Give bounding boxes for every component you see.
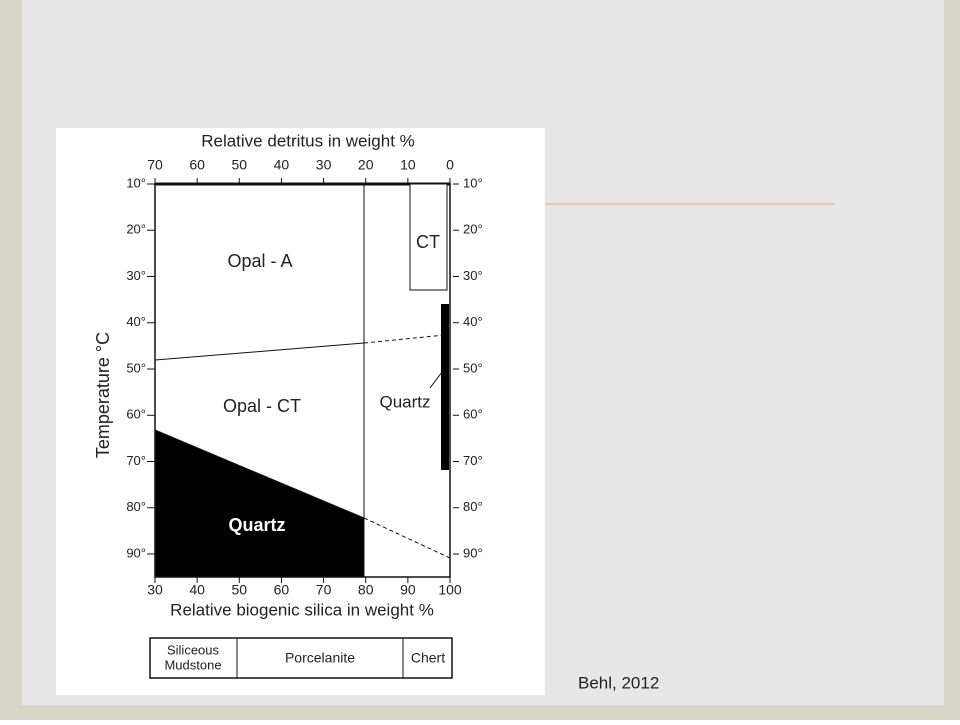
temperature-label: 90° xyxy=(463,545,483,560)
bottom-tick-label: 30 xyxy=(147,582,163,598)
top-tick-label: 20 xyxy=(358,157,374,173)
bottom-tick-label: 80 xyxy=(358,582,374,598)
ct-box xyxy=(409,183,448,291)
top-tick-label: 50 xyxy=(231,157,247,173)
leader-line xyxy=(429,371,443,389)
temperature-label: 80° xyxy=(463,499,483,514)
facies-label: Chert xyxy=(411,650,445,666)
temperature-label: 30° xyxy=(463,268,483,283)
region-label: Opal - A xyxy=(227,251,292,271)
top-tick-label: 0 xyxy=(446,157,454,173)
bottom-tick-label: 60 xyxy=(274,582,290,598)
temperature-label: 40° xyxy=(463,314,483,329)
top-tick-label: 60 xyxy=(189,157,205,173)
facies-label: Mudstone xyxy=(164,657,221,672)
bottom-tick-label: 70 xyxy=(316,582,332,598)
region-label: Opal - CT xyxy=(223,396,301,416)
region-label: Quartz xyxy=(228,515,285,535)
credit: Behl, 2012 xyxy=(578,673,659,692)
temperature-label: 20° xyxy=(463,222,483,237)
y-axis-title: Temperature °C xyxy=(93,332,113,458)
facies-label: Porcelanite xyxy=(285,650,355,666)
temperature-label: 50° xyxy=(463,360,483,375)
quartz-boundary-dashed xyxy=(363,517,451,559)
top-axis-title: Relative detritus in weight % xyxy=(201,131,415,150)
opal-boundary xyxy=(154,342,365,361)
temperature-label: 90° xyxy=(126,545,146,560)
bottom-axis-title: Relative biogenic silica in weight % xyxy=(170,600,434,619)
temperature-label: 60° xyxy=(126,407,146,422)
bottom-tick-label: 100 xyxy=(438,582,462,598)
bottom-tick-label: 90 xyxy=(400,582,416,598)
region-label: Quartz xyxy=(379,392,430,411)
temperature-label: 80° xyxy=(126,499,146,514)
temperature-label: 10° xyxy=(463,175,483,190)
top-tick-label: 30 xyxy=(316,157,332,173)
figure xyxy=(149,182,453,679)
temperature-label: 50° xyxy=(126,360,146,375)
facies-label: Siliceous xyxy=(167,642,220,657)
bottom-tick-label: 50 xyxy=(231,582,247,598)
temperature-label: 40° xyxy=(126,314,146,329)
temperature-label: 30° xyxy=(126,268,146,283)
top-tick-label: 70 xyxy=(147,157,163,173)
temperature-label: 60° xyxy=(463,407,483,422)
bottom-tick-label: 40 xyxy=(189,582,205,598)
facies-table xyxy=(149,637,453,679)
top-tick-label: 40 xyxy=(274,157,290,173)
temperature-label: 70° xyxy=(126,453,146,468)
region-label: CT xyxy=(416,232,440,252)
quartz-bar xyxy=(441,304,449,470)
temperature-label: 10° xyxy=(126,175,146,190)
temperature-label: 70° xyxy=(463,453,483,468)
figure-panel xyxy=(56,128,545,695)
temperature-label: 20° xyxy=(126,222,146,237)
top-tick-label: 10 xyxy=(400,157,416,173)
